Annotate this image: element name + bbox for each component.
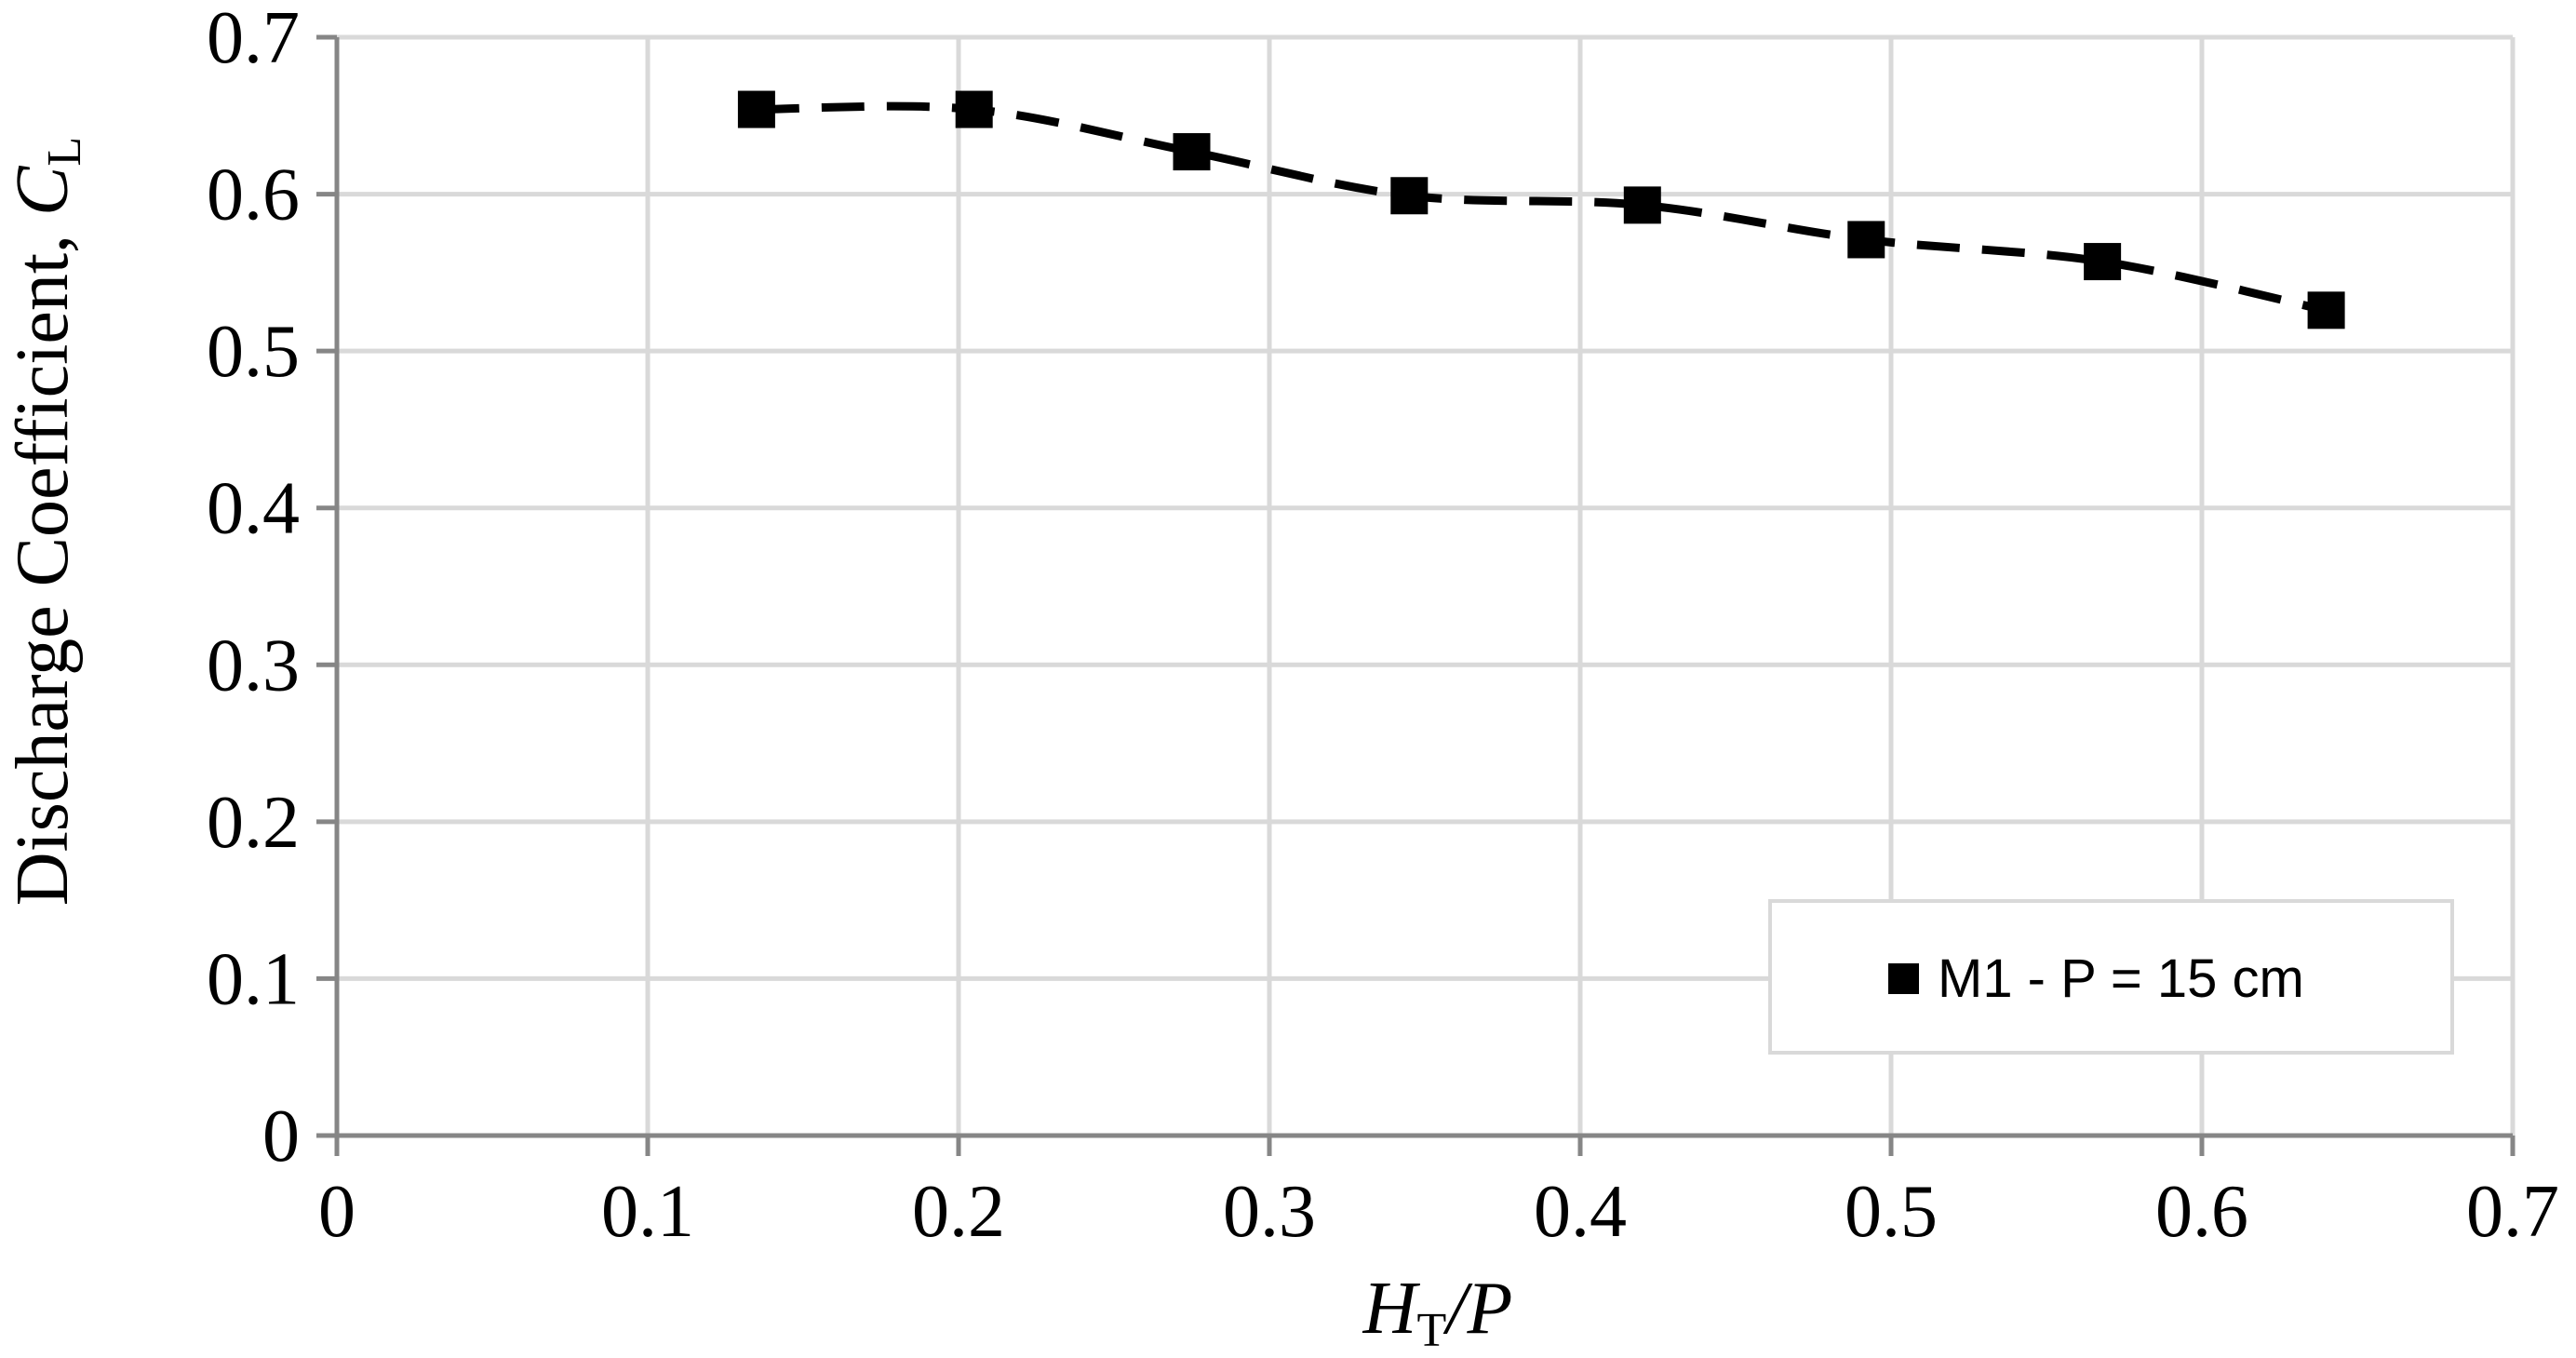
y-tick-label: 0.5: [207, 311, 300, 393]
tick-labels: 0 0.1 0.2 0.3 0.4 0.5 0.6 0.7 0 0.1 0.2 0.3 0.4 0.5 0.…: [207, 0, 2559, 1253]
y-tick-label: 0: [262, 1096, 300, 1177]
x-tick-label: 0.7: [2466, 1171, 2559, 1253]
data-point: [1390, 177, 1429, 215]
legend-label: M1 - P = 15 cm: [1938, 948, 2304, 1009]
y-tick-label: 0.3: [207, 625, 300, 706]
y-title-main: C: [2, 165, 84, 216]
series: [737, 90, 2345, 329]
legend-box: [1768, 899, 2454, 1055]
data-point: [737, 90, 775, 128]
data-point: [2307, 291, 2345, 329]
series-line: [756, 101, 2328, 315]
y-title-sub: L: [38, 137, 91, 167]
y-tick-label: 0.4: [207, 468, 300, 550]
legend: M1 - P = 15 cm: [1768, 899, 2454, 1055]
x-tick-label: 0.3: [1223, 1171, 1316, 1253]
x-tick-label: 0.6: [2155, 1171, 2248, 1253]
x-tick-label: 0.5: [1845, 1171, 1938, 1253]
data-point: [2084, 243, 2122, 281]
x-tick-label: 0.1: [601, 1171, 694, 1253]
y-tick-label: 0.6: [207, 155, 300, 236]
data-point: [1847, 221, 1885, 259]
y-axis-title: Discharge Coefficient, CL: [2, 137, 91, 906]
legend-marker: [1888, 963, 1919, 994]
x-title-sub: T: [1416, 1304, 1446, 1357]
data-point: [1623, 186, 1661, 224]
data-point: [1173, 133, 1211, 171]
y-title-prefix: Discharge Coefficient,: [2, 216, 84, 906]
x-title-rest: /P: [1442, 1268, 1512, 1350]
y-tick-label: 0.2: [207, 782, 300, 864]
data-point: [955, 90, 993, 128]
y-tick-label: 0.1: [207, 938, 300, 1020]
axes: [316, 34, 2516, 1156]
x-tick-label: 0: [318, 1171, 356, 1253]
x-tick-label: 0.2: [912, 1171, 1005, 1253]
x-axis-title: HT/P: [1362, 1268, 1513, 1357]
y-tick-label: 0.7: [207, 0, 300, 79]
x-tick-label: 0.4: [1534, 1171, 1627, 1253]
x-title-main: H: [1362, 1268, 1421, 1350]
